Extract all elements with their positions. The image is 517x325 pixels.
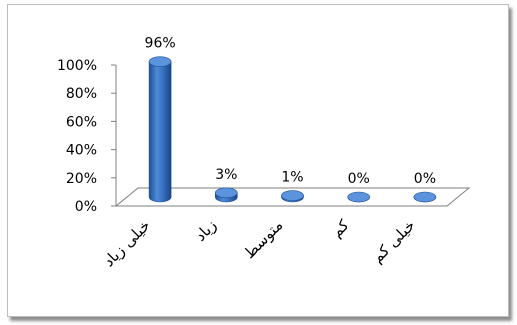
category-label: متوسط	[240, 216, 286, 262]
y-axis-ticks: 0% 20% 40% 60% 80% 100%	[57, 58, 116, 215]
data-label: 0%	[414, 171, 436, 187]
bar	[215, 187, 238, 203]
bar	[148, 56, 172, 203]
category-label: خیلی کم	[368, 216, 418, 266]
data-label: 1%	[281, 170, 303, 186]
y-tick-label: 80%	[66, 86, 97, 102]
category-label: خیلی زیاد	[100, 216, 154, 270]
y-tick-label: 40%	[66, 143, 97, 159]
y-tick-label: 60%	[66, 114, 97, 130]
y-tick-label: 20%	[66, 171, 97, 187]
bar	[413, 191, 437, 203]
y-tick-label: 100%	[57, 58, 97, 74]
data-label: 3%	[215, 167, 237, 183]
data-labels: 96% 3% 1% 0% 0%	[145, 36, 436, 187]
y-tick-label: 0%	[75, 199, 97, 215]
data-label: 96%	[145, 36, 176, 52]
bar	[281, 190, 304, 203]
category-label: کم	[328, 215, 353, 240]
category-labels: خیلی زیاد زیاد متوسط کم خیلی کم	[100, 215, 419, 270]
category-label: زیاد	[191, 216, 220, 245]
chart-frame	[7, 4, 509, 317]
data-label: 0%	[348, 171, 370, 187]
bar	[347, 191, 371, 203]
bars	[148, 56, 437, 203]
